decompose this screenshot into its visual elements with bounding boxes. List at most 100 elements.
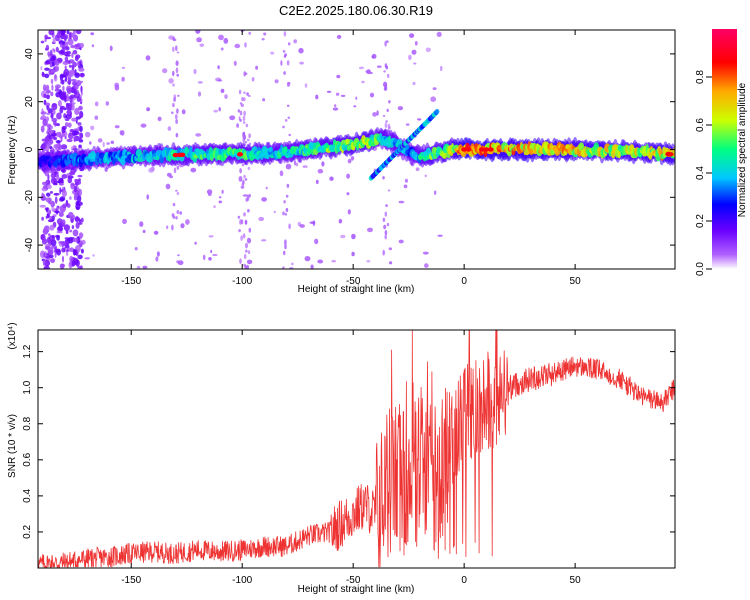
heatmap-speckle	[176, 108, 179, 114]
heatmap-speckle	[409, 33, 415, 38]
heatmap-speckle	[165, 183, 171, 190]
heatmap-speckle	[60, 136, 63, 143]
heatmap-speckle	[299, 224, 305, 228]
heatmap-speckle	[285, 207, 289, 213]
heatmap-speckle	[245, 197, 248, 202]
heatmap-speckle	[80, 80, 83, 84]
heatmap-speckle	[58, 50, 65, 54]
heatmap-ridge-cell	[578, 142, 585, 152]
heatmap-speckle	[64, 136, 67, 140]
heatmap-speckle	[248, 133, 251, 139]
heatmap-speckle	[50, 78, 54, 85]
heatmap-speckle	[336, 74, 341, 79]
heatmap-speckle	[46, 112, 50, 115]
heatmap-peak-cell	[179, 152, 186, 157]
heatmap-speckle	[40, 111, 47, 115]
heatmap-speckle	[246, 138, 250, 142]
heatmap-speckle	[50, 173, 56, 179]
heatmap-speckle	[48, 249, 54, 256]
heatmap-speckle	[238, 229, 241, 233]
heatmap-speckle	[346, 192, 350, 196]
heatmap-speckle	[42, 181, 47, 186]
heatmap-speckle	[238, 176, 243, 182]
heatmap-speckle	[386, 222, 390, 227]
heatmap-speckle	[79, 132, 84, 139]
heatmap-speckle	[120, 130, 125, 136]
heatmap-speckle	[248, 227, 252, 233]
heatmap-speckle	[403, 184, 408, 189]
heatmap-speckle	[75, 30, 82, 35]
heatmap-speckle	[194, 241, 197, 245]
heatmap-speckle	[242, 115, 246, 121]
heatmap-speckle	[213, 205, 216, 209]
snr-y-tick-label: 0.4	[22, 488, 33, 502]
colorbar-gradient	[712, 29, 737, 269]
heatmap-speckle	[40, 115, 47, 121]
heatmap-speckle	[44, 259, 51, 267]
heatmap-speckle	[42, 193, 46, 201]
heatmap-speckle	[218, 107, 221, 112]
heatmap-speckle	[177, 94, 180, 97]
heatmap-x-tick-label: 50	[570, 276, 582, 287]
heatmap-speckle	[436, 31, 442, 37]
heatmap-speckle	[46, 207, 49, 213]
heatmap-speckle	[71, 260, 76, 267]
heatmap-speckle	[243, 174, 246, 179]
heatmap-y-tick-label: 20	[24, 96, 35, 108]
heatmap-speckle	[385, 204, 388, 208]
heatmap-speckle	[55, 123, 60, 127]
heatmap-speckle	[84, 257, 90, 260]
heatmap-speckle	[42, 141, 47, 150]
heatmap-speckle	[40, 40, 45, 44]
heatmap-speckle	[247, 208, 250, 213]
heatmap-speckle	[64, 51, 69, 57]
heatmap-speckle	[285, 194, 289, 198]
heatmap-speckle	[315, 94, 319, 100]
heatmap-speckle	[76, 190, 80, 197]
heatmap-speckle	[383, 224, 387, 230]
heatmap-speckle	[317, 259, 324, 264]
heatmap-speckle	[202, 254, 206, 260]
heatmap-speckle	[42, 84, 47, 92]
heatmap-speckle	[57, 100, 62, 107]
heatmap-peak-cell	[461, 147, 468, 152]
heatmap-speckle	[233, 60, 237, 66]
heatmap-speckle	[68, 64, 72, 68]
heatmap-speckle	[46, 90, 51, 93]
heatmap-speckle	[122, 218, 127, 224]
heatmap-speckle	[77, 254, 83, 260]
heatmap-speckle	[242, 194, 249, 197]
heatmap-speckle	[208, 192, 212, 197]
heatmap-speckle	[384, 230, 388, 236]
heatmap-speckle	[168, 78, 174, 84]
heatmap-speckle	[79, 47, 82, 51]
heatmap-speckle	[64, 56, 69, 62]
heatmap-x-label: Height of straight line (km)	[298, 284, 415, 295]
heatmap-speckle	[67, 176, 73, 184]
heatmap-speckle	[246, 92, 249, 96]
heatmap-speckle	[42, 258, 46, 266]
heatmap-diagonal-cell	[435, 108, 440, 115]
heatmap-speckle	[43, 252, 46, 258]
snr-frame	[37, 329, 676, 569]
heatmap-speckle	[224, 94, 228, 99]
heatmap-speckle	[79, 72, 85, 78]
heatmap-speckle	[60, 144, 68, 150]
heatmap-speckle	[314, 238, 319, 245]
heatmap-speckle	[336, 34, 342, 39]
heatmap-speckle	[50, 91, 54, 97]
heatmap-speckle	[386, 108, 390, 112]
heatmap-speckle	[172, 102, 175, 106]
heatmap-speckle	[287, 116, 291, 119]
heatmap-speckle	[157, 116, 162, 122]
heatmap-ridge-cell	[146, 155, 153, 163]
heatmap-speckle	[79, 110, 84, 119]
heatmap-speckle	[156, 251, 160, 257]
heatmap-speckle	[239, 258, 242, 265]
heatmap-speckle	[338, 218, 343, 224]
heatmap-speckle	[69, 171, 76, 176]
heatmap-speckle	[43, 265, 50, 269]
heatmap-speckle	[45, 192, 51, 197]
snr-series-line	[38, 330, 675, 568]
